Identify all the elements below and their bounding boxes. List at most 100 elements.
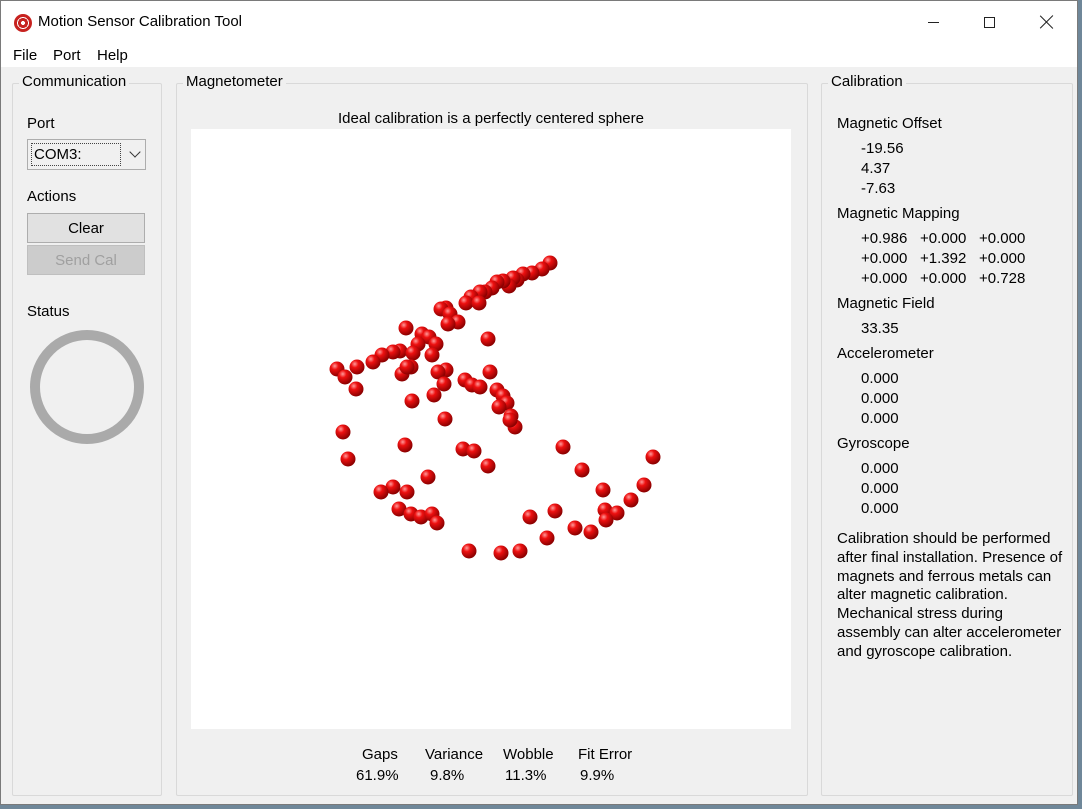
magnetometer-point xyxy=(472,379,488,395)
mapping-cell: +0.000 xyxy=(979,250,1026,267)
clear-button[interactable]: Clear xyxy=(27,213,145,243)
title-bar: Motion Sensor Calibration Tool xyxy=(1,1,1077,43)
gyro-y-value: 0.000 xyxy=(861,480,899,497)
magnetometer-point xyxy=(424,347,440,363)
menu-file[interactable]: File xyxy=(13,47,38,64)
menu-bar: File Port Help xyxy=(1,43,1077,67)
magnetic-field-label: Magnetic Field xyxy=(837,295,935,312)
calibration-group: Calibration xyxy=(821,73,1073,796)
magnetometer-point xyxy=(645,449,661,465)
magnetometer-point xyxy=(522,509,538,525)
magnetometer-point xyxy=(636,477,652,493)
offset-z-value: -7.63 xyxy=(861,180,896,197)
magnetometer-point xyxy=(340,451,356,467)
status-ring-indicator xyxy=(30,330,144,444)
communication-group: Communication xyxy=(12,73,162,796)
magnetometer-point xyxy=(574,462,590,478)
magnetometer-point xyxy=(385,479,401,495)
chevron-down-icon[interactable] xyxy=(129,146,141,158)
variance-value: 9.8% xyxy=(430,767,465,784)
gyro-z-value: 0.000 xyxy=(861,500,899,517)
magnetic-offset-label: Magnetic Offset xyxy=(837,115,942,132)
port-select[interactable]: COM3: xyxy=(27,139,146,170)
mapping-cell: +0.000 xyxy=(979,230,1026,247)
offset-y-value: 4.37 xyxy=(861,160,891,177)
magnetometer-point xyxy=(399,359,415,375)
magnetometer-point xyxy=(405,345,421,361)
magnetometer-point xyxy=(567,520,583,536)
minimize-icon xyxy=(927,21,939,23)
offset-x-value: -19.56 xyxy=(861,140,904,157)
magnetometer-point xyxy=(491,399,507,415)
magnetic-mapping-label: Magnetic Mapping xyxy=(837,205,960,222)
wobble-label: Wobble xyxy=(503,746,554,763)
magnetometer-point xyxy=(458,295,474,311)
magnetometer-point xyxy=(471,295,487,311)
close-button[interactable] xyxy=(1018,1,1076,43)
actions-label: Actions xyxy=(27,188,77,205)
magnetometer-point xyxy=(547,503,563,519)
wobble-value: 11.3% xyxy=(505,767,547,784)
fit-error-label: Fit Error xyxy=(578,746,633,763)
mapping-cell: +0.728 xyxy=(979,270,1026,287)
accel-x-value: 0.000 xyxy=(861,370,899,387)
magnetometer-point xyxy=(461,543,477,559)
magnetometer-point xyxy=(583,524,599,540)
gaps-label: Gaps xyxy=(362,746,398,763)
menu-port[interactable]: Port xyxy=(53,47,81,64)
calibration-title: Calibration xyxy=(828,73,906,90)
magnetometer-point xyxy=(404,393,420,409)
status-label: Status xyxy=(27,303,70,320)
magnetometer-point-cloud xyxy=(329,255,661,561)
magnetometer-point xyxy=(512,543,528,559)
gyro-x-value: 0.000 xyxy=(861,460,899,477)
mapping-cell: +0.000 xyxy=(861,250,908,267)
accel-z-value: 0.000 xyxy=(861,410,899,427)
app-logo-icon xyxy=(14,14,32,32)
variance-label: Variance xyxy=(425,746,484,763)
magnetometer-point xyxy=(437,411,453,427)
accelerometer-label: Accelerometer xyxy=(837,345,934,362)
magnetometer-point xyxy=(609,505,625,521)
magnetometer-point xyxy=(482,364,498,380)
mapping-cell: +0.000 xyxy=(920,270,967,287)
magnetometer-point xyxy=(440,316,456,332)
magnetometer-point xyxy=(397,437,413,453)
magnetometer-point xyxy=(337,369,353,385)
magnetometer-title: Magnetometer xyxy=(183,73,286,90)
magnetometer-point xyxy=(493,545,509,561)
magnetometer-point xyxy=(436,376,452,392)
calibration-note: Calibration should be performed after fi… xyxy=(837,530,1063,660)
magnetometer-point xyxy=(598,512,614,528)
magnetometer-point xyxy=(502,412,518,428)
magnetometer-point xyxy=(466,443,482,459)
magnetometer-point xyxy=(426,387,442,403)
minimize-button[interactable] xyxy=(904,1,962,43)
gyroscope-label: Gyroscope xyxy=(837,435,910,452)
magnetometer-point xyxy=(539,530,555,546)
fit-error-value: 9.9% xyxy=(580,767,615,784)
window-title: Motion Sensor Calibration Tool xyxy=(38,13,243,30)
maximize-icon xyxy=(983,16,995,28)
magnetometer-point xyxy=(398,320,414,336)
magnetometer-plot[interactable] xyxy=(191,129,791,729)
menu-help[interactable]: Help xyxy=(97,47,128,64)
magnetometer-point xyxy=(430,364,446,380)
magnetometer-point xyxy=(373,484,389,500)
magnetometer-point xyxy=(365,354,381,370)
plot-caption: Ideal calibration is a perfectly centere… xyxy=(337,110,644,127)
magnetometer-point xyxy=(480,458,496,474)
accel-y-value: 0.000 xyxy=(861,390,899,407)
maximize-button[interactable] xyxy=(960,1,1018,43)
send-cal-button[interactable]: Send Cal xyxy=(27,245,145,275)
magnetometer-point xyxy=(555,439,571,455)
magnetometer-point xyxy=(349,359,365,375)
port-label: Port xyxy=(27,115,55,132)
magnetometer-point xyxy=(348,381,364,397)
magnetometer-point xyxy=(429,515,445,531)
mapping-cell: +0.000 xyxy=(920,230,967,247)
magnetometer-point xyxy=(391,501,407,517)
mapping-cell: +1.392 xyxy=(920,250,967,267)
magnetometer-point xyxy=(595,482,611,498)
